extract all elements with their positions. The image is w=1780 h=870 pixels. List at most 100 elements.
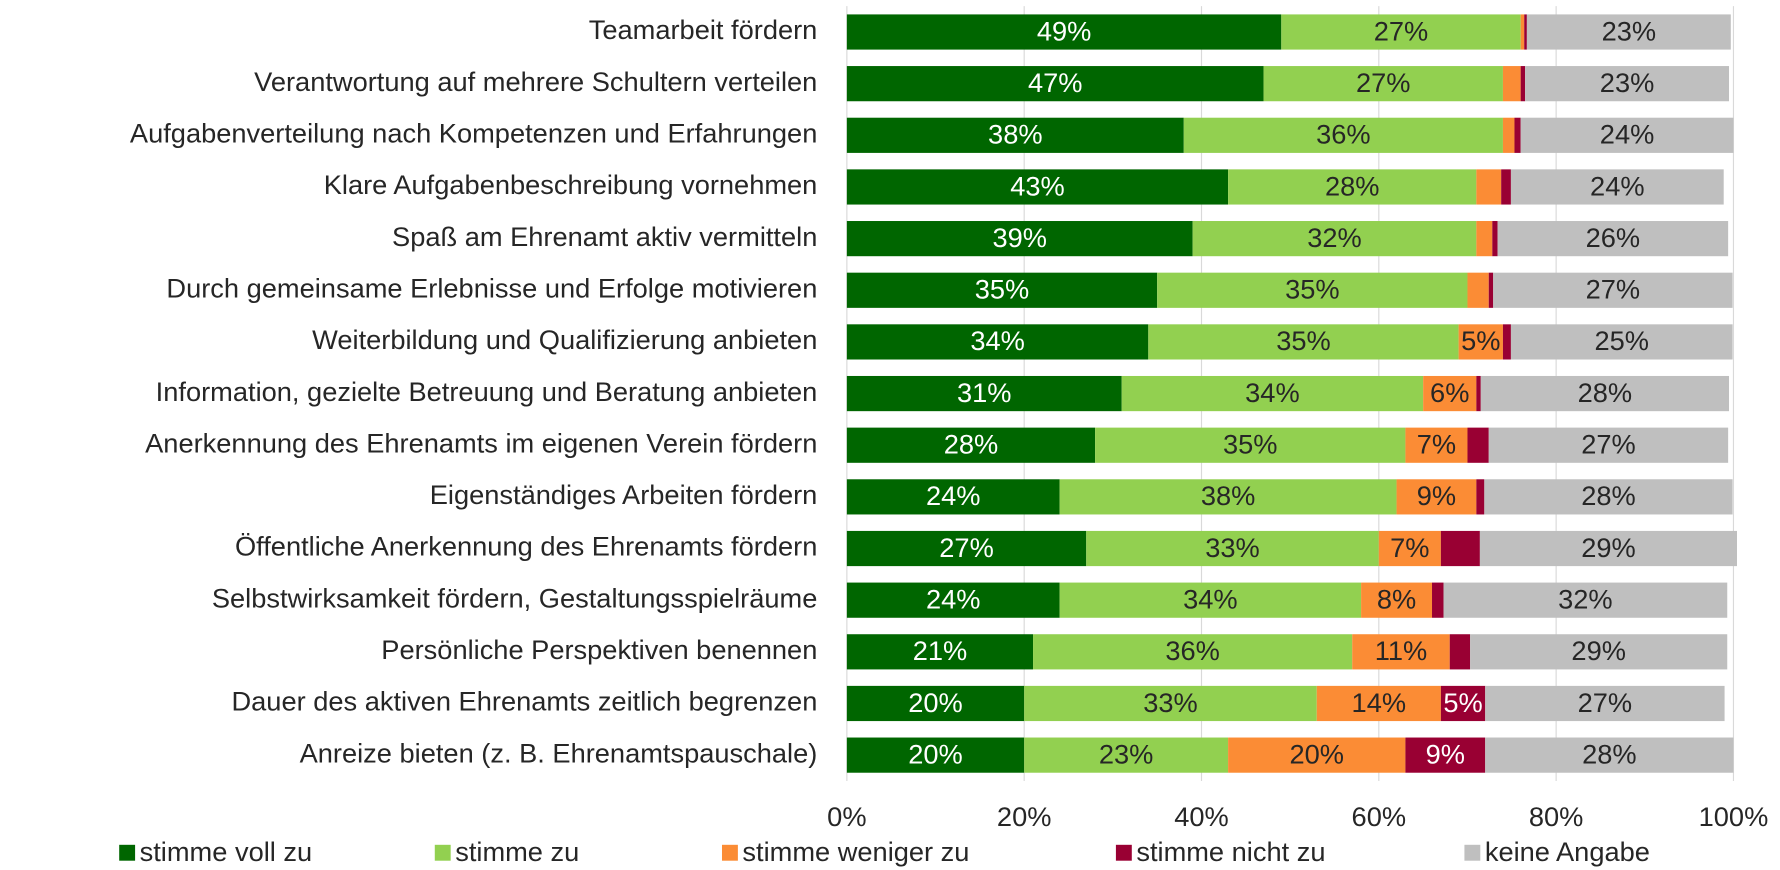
bar-segment — [846, 479, 1060, 515]
bar-segment — [1440, 530, 1480, 567]
value-label: 29% — [1581, 532, 1636, 563]
value-label: 24% — [1590, 170, 1645, 201]
legend-label: stimme weniger zu — [742, 836, 969, 867]
bar-segment — [1148, 324, 1459, 360]
legend-swatch — [1464, 844, 1481, 861]
bar-segment — [1086, 530, 1379, 567]
value-label: 9% — [1417, 480, 1456, 511]
bar-segment — [1476, 375, 1481, 412]
value-label: 23% — [1099, 738, 1154, 769]
bar-segment — [1470, 634, 1728, 670]
value-label: 20% — [1289, 738, 1344, 769]
bar-segment — [1378, 530, 1441, 567]
value-label: 38% — [1201, 480, 1256, 511]
bar-segment — [1405, 427, 1468, 463]
bar-segment — [1432, 582, 1444, 618]
value-label: 31% — [957, 377, 1012, 408]
value-label: 27% — [1586, 274, 1641, 305]
value-label: 34% — [1245, 377, 1300, 408]
bar-segment — [1192, 221, 1477, 257]
bar-segment — [1488, 272, 1494, 308]
category-label: Öffentliche Anerkennung des Ehrenamts fö… — [235, 531, 817, 562]
value-label: 28% — [1325, 170, 1380, 201]
bar-segment — [1476, 221, 1493, 257]
category-label: Anreize bieten (z. B. Ehrenamtspauschale… — [300, 737, 818, 768]
bar-segment — [1405, 737, 1486, 773]
value-label: 49% — [1037, 15, 1092, 46]
value-label: 7% — [1390, 532, 1429, 563]
legend-swatch — [721, 844, 738, 861]
bar-segment — [1228, 737, 1406, 773]
bar-segment — [1095, 427, 1406, 463]
bar-segment — [1476, 479, 1485, 515]
category-label: Durch gemeinsame Erlebnisse und Erfolge … — [166, 272, 817, 303]
bar-segment — [1157, 272, 1468, 308]
bar-segment — [1502, 117, 1515, 153]
x-tick-label: 60% — [1352, 801, 1407, 832]
bar-segment — [1485, 737, 1734, 773]
bar-segment — [1502, 66, 1521, 102]
bar-segment — [1281, 14, 1521, 50]
value-label: 36% — [1165, 635, 1220, 666]
bar-segment — [1467, 427, 1489, 463]
bar-segment — [1316, 685, 1441, 722]
value-label: 34% — [970, 325, 1025, 356]
bar-segment — [846, 324, 1149, 360]
category-label: Eigenständiges Arbeiten fördern — [430, 479, 818, 510]
value-label: 32% — [1558, 584, 1613, 615]
bar-segment — [1520, 117, 1734, 153]
legend-swatch — [434, 844, 451, 861]
bar-segment — [1183, 117, 1503, 153]
bar-segment — [1024, 737, 1229, 773]
bar-segment — [1502, 324, 1511, 360]
value-label: 35% — [1276, 325, 1331, 356]
x-tick-label: 100% — [1699, 801, 1769, 832]
value-label: 38% — [988, 119, 1043, 150]
value-label: 27% — [939, 532, 994, 563]
category-label: Klare Aufgabenbeschreibung vornehmen — [324, 169, 818, 200]
value-label: 25% — [1594, 325, 1649, 356]
bar-segment — [1033, 634, 1353, 670]
bar-segment — [1514, 117, 1521, 153]
bar-segment — [846, 117, 1184, 153]
value-label: 5% — [1461, 325, 1500, 356]
bar-segment — [1361, 582, 1433, 618]
bar-segment — [846, 221, 1193, 257]
bar-segment — [1443, 582, 1728, 618]
bar-segment — [1524, 14, 1527, 50]
value-label: 5% — [1443, 687, 1482, 718]
bar-segment — [846, 272, 1158, 308]
value-label: 24% — [926, 584, 981, 615]
bar-segment — [846, 685, 1025, 722]
value-label: 33% — [1205, 532, 1260, 563]
legend-label: stimme zu — [455, 836, 579, 867]
value-label: 24% — [1600, 119, 1655, 150]
x-tick-label: 40% — [1174, 801, 1229, 832]
value-label: 39% — [992, 222, 1047, 253]
bar-segment — [846, 14, 1282, 50]
category-label: Anerkennung des Ehrenamts im eigenen Ver… — [145, 427, 817, 458]
value-label: 33% — [1143, 687, 1198, 718]
bar-segment — [1449, 634, 1471, 670]
value-label: 28% — [1578, 377, 1633, 408]
value-label: 27% — [1578, 687, 1633, 718]
value-label: 23% — [1600, 67, 1655, 98]
value-label: 28% — [1582, 738, 1637, 769]
bar-segment — [846, 169, 1229, 205]
bar-segment — [846, 737, 1025, 773]
value-label: 26% — [1586, 222, 1641, 253]
x-tick-label: 80% — [1529, 801, 1584, 832]
value-label: 21% — [913, 635, 968, 666]
legend-swatch — [119, 844, 136, 861]
bar-segment — [846, 634, 1034, 670]
bar-segment — [1423, 375, 1477, 412]
value-label: 34% — [1183, 584, 1238, 615]
category-label: Information, gezielte Betreuung und Bera… — [156, 376, 818, 407]
value-label: 32% — [1307, 222, 1362, 253]
bar-segment — [1059, 479, 1397, 515]
x-tick-label: 20% — [997, 801, 1052, 832]
bar-segment — [1121, 375, 1424, 412]
bar-segment — [1476, 169, 1502, 205]
bar-segment — [1488, 427, 1729, 463]
category-label: Selbstwirksamkeit fördern, Gestaltungssp… — [212, 582, 817, 613]
